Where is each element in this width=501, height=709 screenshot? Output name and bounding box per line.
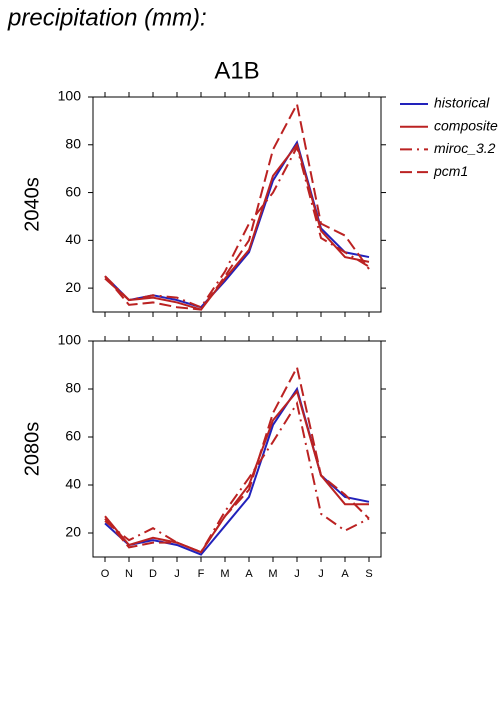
- legend-label: miroc_3.2: [434, 140, 496, 156]
- x-tick-label: A: [245, 568, 253, 580]
- data-line: [104, 142, 370, 311]
- y-tick-label: 20: [65, 524, 81, 540]
- data-line: [104, 389, 369, 554]
- x-tick-label: J: [318, 568, 324, 580]
- x-tick-label: S: [365, 568, 372, 580]
- legend-label: pcm1: [433, 163, 468, 179]
- y-tick-label: 20: [65, 279, 81, 295]
- data-line: [104, 400, 370, 554]
- y-axis-label: 2080s: [21, 422, 43, 477]
- data-line: [104, 101, 370, 311]
- plot-frame: [92, 340, 382, 558]
- y-tick-label: 80: [65, 380, 81, 396]
- y-axis-label: 2040s: [21, 177, 43, 232]
- legend-label: composite: [434, 117, 498, 133]
- y-tick-label: 60: [65, 183, 81, 199]
- x-tick-label: M: [220, 568, 229, 580]
- plot-frame: [92, 96, 382, 313]
- data-line: [104, 144, 370, 309]
- legend-label: historical: [434, 95, 490, 111]
- y-tick-label: 100: [58, 88, 82, 104]
- data-line: [104, 386, 370, 556]
- x-tick-label: O: [101, 568, 110, 580]
- x-tick-label: D: [149, 568, 157, 580]
- y-tick-label: 40: [65, 231, 81, 247]
- x-tick-label: J: [294, 568, 300, 580]
- x-tick-label: J: [174, 568, 180, 580]
- chart-title: A1B: [214, 57, 259, 84]
- data-line: [104, 139, 370, 309]
- x-tick-label: M: [268, 568, 277, 580]
- y-tick-label: 60: [65, 428, 81, 444]
- x-tick-label: A: [341, 568, 349, 580]
- x-tick-label: F: [198, 568, 205, 580]
- data-line: [104, 364, 370, 554]
- y-tick-label: 80: [65, 135, 81, 151]
- y-tick-label: 40: [65, 476, 81, 492]
- page-title: precipitation (mm):: [7, 4, 207, 31]
- x-tick-label: N: [125, 568, 133, 580]
- y-tick-label: 100: [58, 332, 82, 348]
